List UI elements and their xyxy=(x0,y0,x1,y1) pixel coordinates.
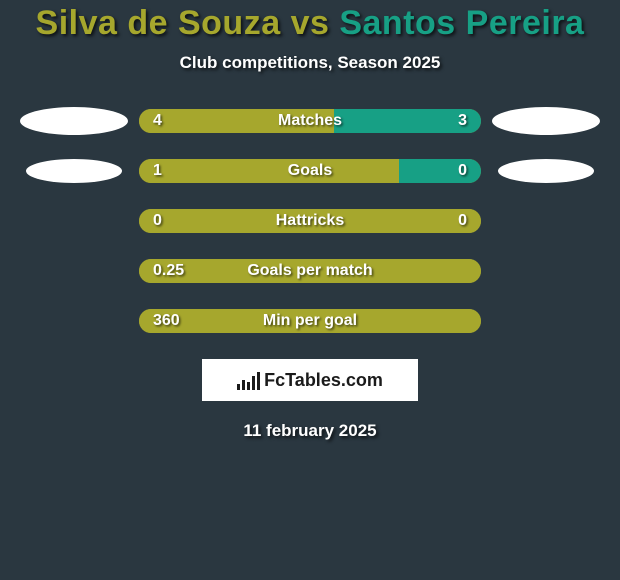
stat-value-right: 0 xyxy=(458,209,467,233)
left-icon-slot xyxy=(9,107,139,135)
title-right-player: Santos Pereira xyxy=(339,4,584,42)
stat-bar: 0.25Goals per match xyxy=(139,259,481,283)
stat-row: 4Matches3 xyxy=(0,109,620,133)
stat-bar: 360Min per goal xyxy=(139,309,481,333)
stats-rows: 4Matches31Goals00Hattricks00.25Goals per… xyxy=(0,109,620,333)
barchart-icon xyxy=(237,370,260,390)
right-icon-slot xyxy=(481,159,611,183)
stat-value-right: 0 xyxy=(458,159,467,183)
stat-row: 0.25Goals per match xyxy=(0,259,620,283)
stat-label: Matches xyxy=(139,109,481,133)
stat-row: 360Min per goal xyxy=(0,309,620,333)
page-title: Silva de Souza vs Santos Pereira xyxy=(0,4,620,43)
player-placeholder-icon xyxy=(26,159,122,183)
comparison-widget: Silva de Souza vs Santos Pereira Club co… xyxy=(0,0,620,441)
stat-bar: 4Matches3 xyxy=(139,109,481,133)
brand-box[interactable]: FcTables.com xyxy=(202,359,418,401)
stat-label: Min per goal xyxy=(139,309,481,333)
stat-label: Goals per match xyxy=(139,259,481,283)
stat-value-right: 3 xyxy=(458,109,467,133)
stat-bar: 0Hattricks0 xyxy=(139,209,481,233)
date-label: 11 february 2025 xyxy=(0,421,620,441)
stat-row: 1Goals0 xyxy=(0,159,620,183)
brand-text: FcTables.com xyxy=(264,370,383,391)
title-left-player: Silva de Souza xyxy=(36,4,281,42)
right-icon-slot xyxy=(481,107,611,135)
stat-label: Goals xyxy=(139,159,481,183)
player-placeholder-icon xyxy=(498,159,594,183)
player-placeholder-icon xyxy=(20,107,128,135)
left-icon-slot xyxy=(9,159,139,183)
title-separator: vs xyxy=(281,4,340,42)
stat-bar: 1Goals0 xyxy=(139,159,481,183)
subtitle: Club competitions, Season 2025 xyxy=(0,53,620,73)
player-placeholder-icon xyxy=(492,107,600,135)
stat-label: Hattricks xyxy=(139,209,481,233)
stat-row: 0Hattricks0 xyxy=(0,209,620,233)
